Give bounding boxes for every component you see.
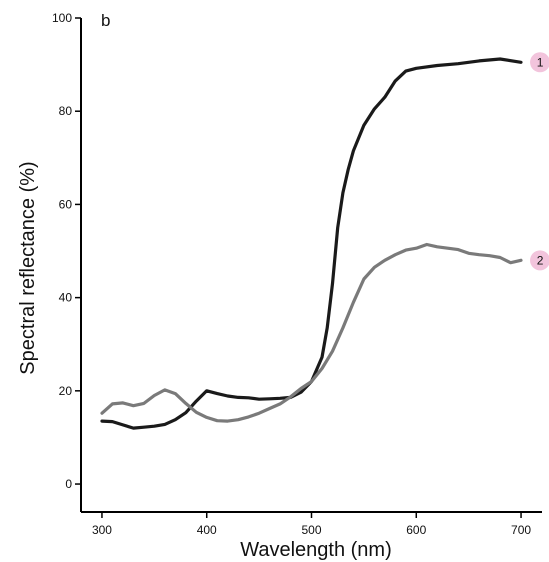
series-badges: 12 [530,52,549,271]
y-tick-label: 0 [65,477,72,491]
x-tick-label: 700 [511,523,531,537]
y-tick-label: 60 [59,197,73,211]
series-line-2 [100,242,523,423]
series-line-1 [100,57,523,430]
series-badge-label-2: 2 [537,253,544,267]
x-tick-label: 300 [92,523,112,537]
y-tick-label: 80 [59,104,73,118]
series-badge-1 [530,52,549,73]
x-tick-label: 400 [197,523,217,537]
x-axis-ticks: 300 400 500 600 700 [92,512,531,537]
y-tick-label: 100 [52,11,72,25]
x-tick-label: 500 [301,523,321,537]
chart-axes [80,18,542,513]
x-axis-title: Wavelength (nm) [240,539,392,561]
series-lines [100,57,523,430]
panel-label: b [101,11,110,30]
series-badge-2 [530,250,549,271]
y-tick-label: 40 [59,291,73,305]
series-badge-label-1: 1 [537,55,544,69]
y-tick-label: 20 [59,384,73,398]
y-axis-ticks: 0 20 40 60 80 100 [52,11,81,491]
x-tick-label: 600 [406,523,426,537]
y-axis-title: Spectral reflectance (%) [17,161,39,374]
